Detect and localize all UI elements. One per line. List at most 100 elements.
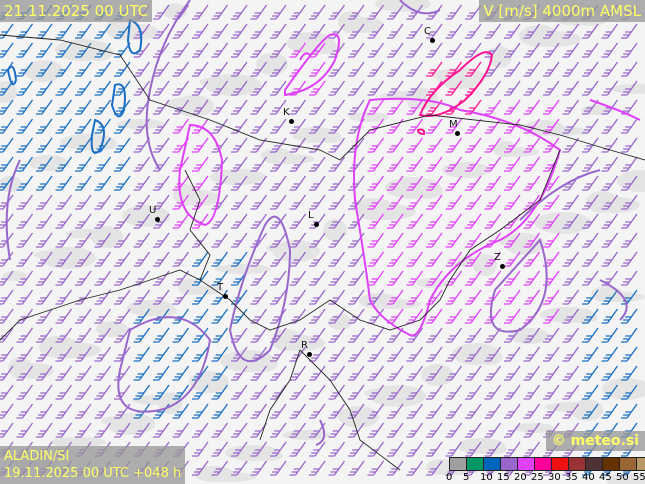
legend-swatch: 50 <box>616 457 637 483</box>
wind-barb <box>94 213 112 229</box>
wind-barb <box>562 232 580 248</box>
terrain-patch <box>514 423 554 433</box>
terrain-patch <box>210 169 266 185</box>
wind-barb <box>133 346 151 362</box>
legend-swatch: 35 <box>565 457 586 483</box>
wind-barb <box>582 175 599 191</box>
run-time: 19.11.2025 00 UTC +048 h <box>4 466 182 481</box>
wind-barb <box>445 137 463 153</box>
wind-barb <box>172 4 190 20</box>
wind-barb <box>153 42 170 58</box>
wind-barb <box>582 289 599 305</box>
wind-barb <box>367 61 385 77</box>
wind-barb <box>55 42 73 58</box>
wind-barb <box>36 346 53 362</box>
legend-tick: 25 <box>531 472 544 483</box>
terrain-patch <box>215 264 271 274</box>
wind-barb <box>328 99 346 115</box>
wind-barb <box>211 4 229 20</box>
wind-barb <box>621 403 638 419</box>
wind-barb <box>348 365 365 381</box>
wind-barb <box>211 99 229 115</box>
isotach-20 <box>178 33 641 337</box>
wind-barb <box>211 422 229 438</box>
wind-barb <box>133 365 151 381</box>
wind-barb <box>36 118 53 134</box>
wind-barb <box>309 80 326 96</box>
wind-barb <box>387 327 404 343</box>
wind-barb <box>192 61 209 77</box>
wind-barb <box>0 156 14 172</box>
wind-barb <box>367 23 385 39</box>
wind-barb <box>211 289 229 305</box>
wind-barb <box>562 346 580 362</box>
city-dot <box>500 264 505 269</box>
wind-barb <box>231 137 248 153</box>
terrain-patch <box>34 250 74 260</box>
wind-barb <box>621 213 638 229</box>
wind-barb <box>348 251 365 267</box>
wind-barb <box>523 80 541 96</box>
wind-barb <box>504 289 521 305</box>
wind-barb <box>406 289 424 305</box>
wind-barb <box>172 403 190 419</box>
wind-barb <box>231 4 248 20</box>
wind-barb <box>289 384 307 400</box>
wind-barb <box>250 175 268 191</box>
city-dot <box>455 131 460 136</box>
wind-barb <box>0 422 14 438</box>
wind-barb <box>426 422 443 438</box>
wind-barb <box>504 384 521 400</box>
wind-barb <box>16 251 34 267</box>
wind-barb <box>543 213 560 229</box>
wind-barb <box>114 289 131 305</box>
wind-barb <box>348 175 365 191</box>
wind-barb <box>231 213 248 229</box>
terrain-patch <box>271 329 303 351</box>
wind-barb <box>601 346 619 362</box>
wind-barb <box>328 308 346 324</box>
wind-barb <box>309 232 326 248</box>
wind-barb <box>75 156 92 172</box>
wind-barb <box>406 422 424 438</box>
wind-barb <box>426 213 443 229</box>
wind-barb <box>211 61 229 77</box>
legend-swatch: 5 <box>463 457 484 483</box>
wind-barb <box>172 99 190 115</box>
wind-barb <box>387 251 404 267</box>
wind-barb <box>55 346 73 362</box>
wind-barb <box>231 61 248 77</box>
wind-barb <box>367 80 385 96</box>
wind-barb <box>75 42 92 58</box>
wind-barb <box>55 289 73 305</box>
wind-barb <box>36 308 53 324</box>
terrain-patch <box>127 300 175 316</box>
wind-barb <box>94 99 112 115</box>
wind-barb <box>36 270 53 286</box>
wind-barb <box>406 365 424 381</box>
wind-barb <box>387 289 404 305</box>
wind-barb <box>406 61 424 77</box>
wind-barb <box>504 270 521 286</box>
wind-barb <box>231 460 248 476</box>
wind-barb <box>504 346 521 362</box>
wind-barb <box>426 156 443 172</box>
wind-barb <box>465 327 482 343</box>
terrain-patch <box>607 473 645 484</box>
brand-logo: © meteo.si <box>545 431 645 451</box>
wind-barb <box>231 156 248 172</box>
terrain-patch <box>349 112 389 122</box>
legend-tick: 40 <box>582 472 595 483</box>
wind-barb <box>406 80 424 96</box>
wind-barb <box>270 137 287 153</box>
model-name: ALADIN/SI <box>4 449 70 464</box>
wind-barb <box>328 42 346 58</box>
wind-barb <box>16 99 34 115</box>
wind-barb <box>75 232 92 248</box>
wind-barb <box>504 80 521 96</box>
wind-barb <box>484 156 502 172</box>
wind-barb <box>16 346 34 362</box>
wind-barb <box>192 118 209 134</box>
wind-barb <box>0 61 14 77</box>
wind-barb <box>543 80 560 96</box>
